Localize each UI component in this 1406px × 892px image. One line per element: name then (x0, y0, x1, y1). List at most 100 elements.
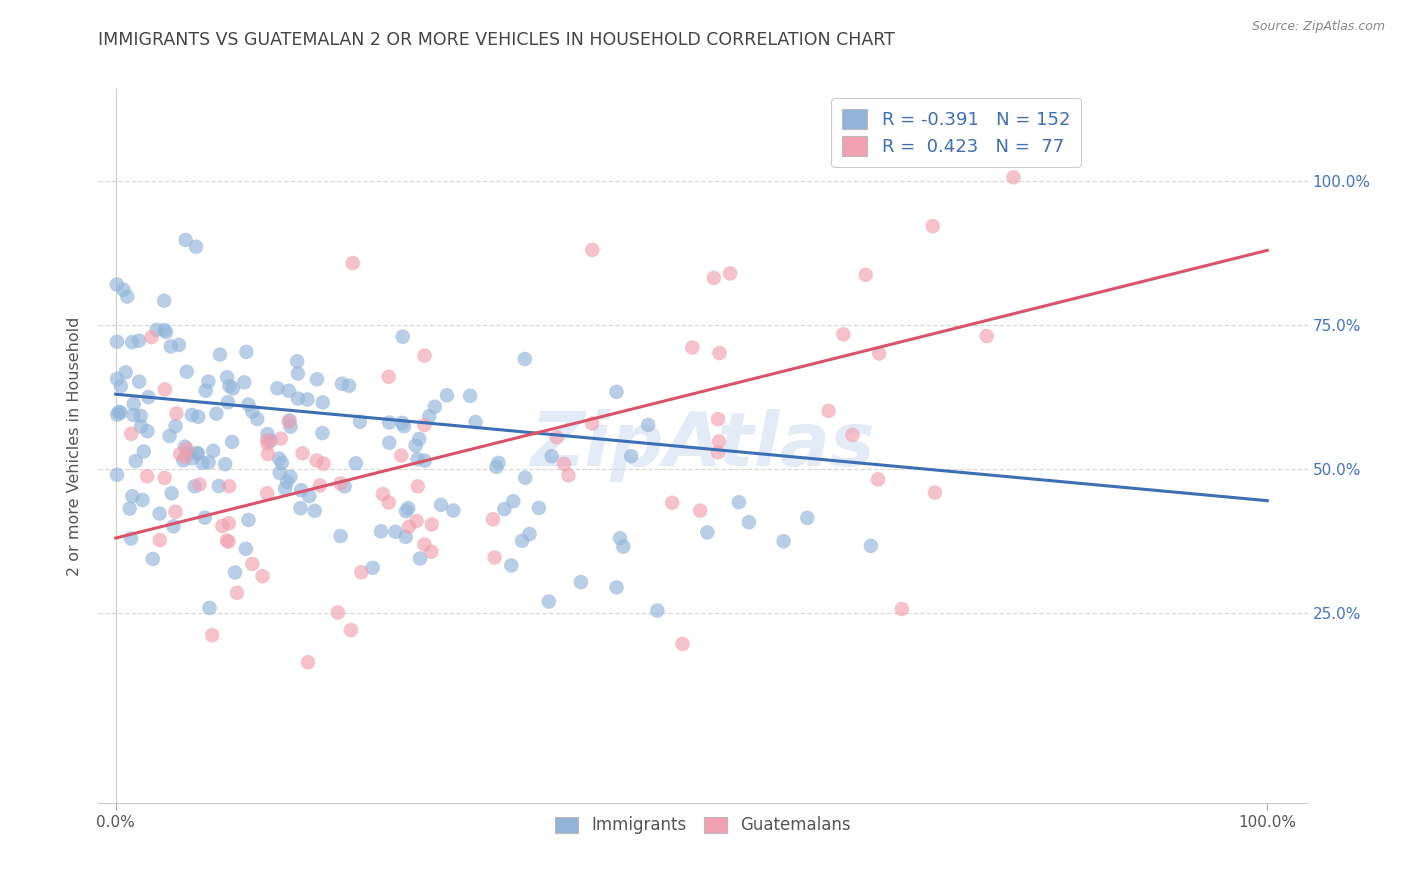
Point (707, 412, 730, 426)
Point (866, 472, 889, 486)
Point (305, 453, 328, 467)
Point (605, 581, 627, 595)
Point (689, 503, 711, 517)
Point (855, 268, 877, 282)
Point (537, 594, 560, 608)
Point (224, 566, 246, 580)
Point (707, 434, 730, 449)
Legend: Immigrants, Guatemalans: Immigrants, Guatemalans (548, 810, 858, 841)
Point (197, 375, 219, 389)
Point (738, 515, 761, 529)
Point (280, 470, 302, 484)
Point (796, 511, 818, 525)
Point (256, 434, 278, 448)
Point (105, 372, 128, 386)
Point (291, 446, 314, 460)
Point (420, 517, 443, 532)
Point (256, 486, 278, 500)
Point (153, 323, 176, 337)
Point (337, 378, 360, 392)
Point (276, 475, 298, 489)
Point (423, 400, 446, 414)
Point (221, 434, 243, 449)
Point (149, 533, 172, 547)
Point (384, 524, 406, 539)
Point (326, 606, 349, 620)
Point (581, 417, 603, 431)
Point (162, 519, 184, 533)
Point (252, 569, 274, 583)
Point (138, 390, 160, 404)
Point (131, 492, 153, 507)
Point (527, 500, 550, 515)
Point (287, 392, 309, 406)
Point (120, 532, 142, 546)
Point (194, 510, 217, 524)
Point (391, 329, 413, 343)
Point (187, 409, 209, 424)
Point (406, 452, 429, 467)
Point (217, 534, 239, 549)
Point (167, 338, 190, 352)
Point (482, 512, 505, 526)
Text: Source: ZipAtlas.com: Source: ZipAtlas.com (1251, 20, 1385, 33)
Point (266, 381, 288, 395)
Point (226, 586, 249, 600)
Point (280, 419, 302, 434)
Point (709, 346, 731, 360)
Point (718, 266, 741, 280)
Point (391, 416, 413, 430)
Point (125, 454, 148, 468)
Point (132, 444, 155, 458)
Point (165, 407, 187, 421)
Point (405, 514, 427, 528)
Point (436, 388, 458, 402)
Point (188, 477, 211, 491)
Point (136, 424, 159, 438)
Point (1002, 170, 1025, 185)
Point (519, 527, 541, 541)
Point (464, 415, 486, 429)
Point (174, 440, 197, 454)
Point (413, 418, 436, 433)
Point (581, 243, 603, 257)
Point (330, 376, 353, 391)
Point (169, 447, 191, 461)
Point (217, 395, 239, 409)
Point (696, 525, 718, 540)
Point (340, 623, 363, 637)
Point (728, 495, 751, 509)
Point (502, 494, 524, 508)
Point (494, 502, 516, 516)
Point (671, 637, 693, 651)
Point (311, 425, 333, 440)
Point (277, 415, 299, 429)
Point (256, 427, 278, 442)
Point (270, 456, 292, 470)
Point (297, 392, 319, 407)
Point (637, 417, 659, 432)
Text: IMMIGRANTS VS GUATEMALAN 2 OR MORE VEHICLES IN HOUSEHOLD CORRELATION CHART: IMMIGRANTS VS GUATEMALAN 2 OR MORE VEHIC… (98, 31, 896, 49)
Point (136, 469, 159, 483)
Point (105, 277, 128, 292)
Point (183, 479, 205, 493)
Point (174, 450, 197, 465)
Point (105, 408, 128, 422)
Point (395, 504, 418, 518)
Text: ZipAtlas: ZipAtlas (530, 409, 876, 483)
Point (405, 438, 427, 452)
Point (181, 451, 204, 466)
Point (430, 498, 453, 512)
Point (197, 455, 219, 469)
Point (344, 456, 367, 470)
Point (238, 398, 260, 412)
Point (246, 412, 269, 426)
Point (260, 434, 283, 448)
Point (172, 453, 194, 467)
Point (165, 505, 187, 519)
Point (180, 408, 202, 422)
Point (290, 501, 312, 516)
Point (142, 552, 165, 566)
Point (329, 476, 352, 491)
Point (309, 478, 332, 492)
